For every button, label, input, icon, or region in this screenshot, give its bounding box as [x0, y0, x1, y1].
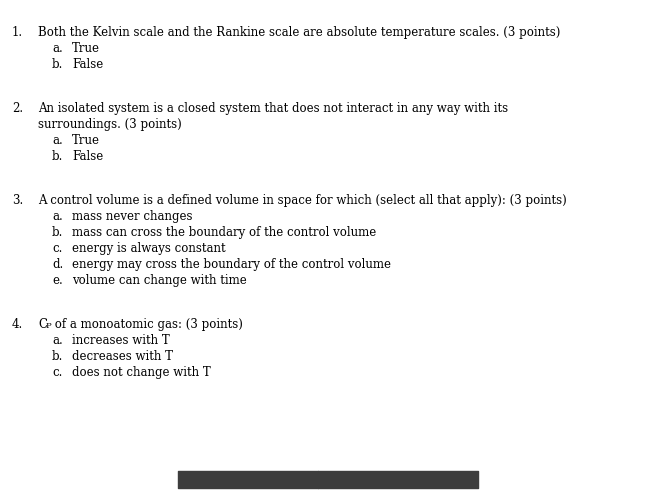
Text: 2.: 2.: [12, 102, 23, 115]
Text: surroundings. (3 points): surroundings. (3 points): [38, 118, 182, 131]
Text: A control volume is a defined volume in space for which (select all that apply):: A control volume is a defined volume in …: [38, 194, 567, 207]
Text: False: False: [72, 150, 103, 163]
Text: a.: a.: [52, 334, 63, 347]
Text: P: P: [46, 322, 51, 330]
Text: increases with T: increases with T: [72, 334, 170, 347]
Text: a.: a.: [52, 134, 63, 147]
Text: False: False: [72, 58, 103, 71]
Text: energy is always constant: energy is always constant: [72, 242, 226, 255]
Text: d.: d.: [52, 258, 63, 271]
Text: mass never changes: mass never changes: [72, 210, 192, 223]
Text: does not change with T: does not change with T: [72, 366, 211, 379]
Text: b.: b.: [52, 226, 63, 239]
Text: mass can cross the boundary of the control volume: mass can cross the boundary of the contr…: [72, 226, 376, 239]
Text: 4.: 4.: [12, 318, 23, 331]
Text: Both the Kelvin scale and the Rankine scale are absolute temperature scales. (3 : Both the Kelvin scale and the Rankine sc…: [38, 26, 561, 39]
Text: a.: a.: [52, 210, 63, 223]
Text: True: True: [72, 134, 100, 147]
Text: c.: c.: [52, 242, 63, 255]
Text: volume can change with time: volume can change with time: [72, 274, 247, 287]
Text: b.: b.: [52, 350, 63, 363]
Text: e.: e.: [52, 274, 63, 287]
Text: An isolated system is a closed system that does not interact in any way with its: An isolated system is a closed system th…: [38, 102, 508, 115]
Text: c.: c.: [52, 366, 63, 379]
Text: True: True: [72, 42, 100, 55]
Text: a.: a.: [52, 42, 63, 55]
Text: energy may cross the boundary of the control volume: energy may cross the boundary of the con…: [72, 258, 391, 271]
Text: of a monoatomic gas: (3 points): of a monoatomic gas: (3 points): [51, 318, 243, 331]
Text: 1.: 1.: [12, 26, 23, 39]
Text: C: C: [38, 318, 47, 331]
Text: b.: b.: [52, 150, 63, 163]
Text: decreases with T: decreases with T: [72, 350, 173, 363]
Text: 3.: 3.: [12, 194, 23, 207]
Text: b.: b.: [52, 58, 63, 71]
